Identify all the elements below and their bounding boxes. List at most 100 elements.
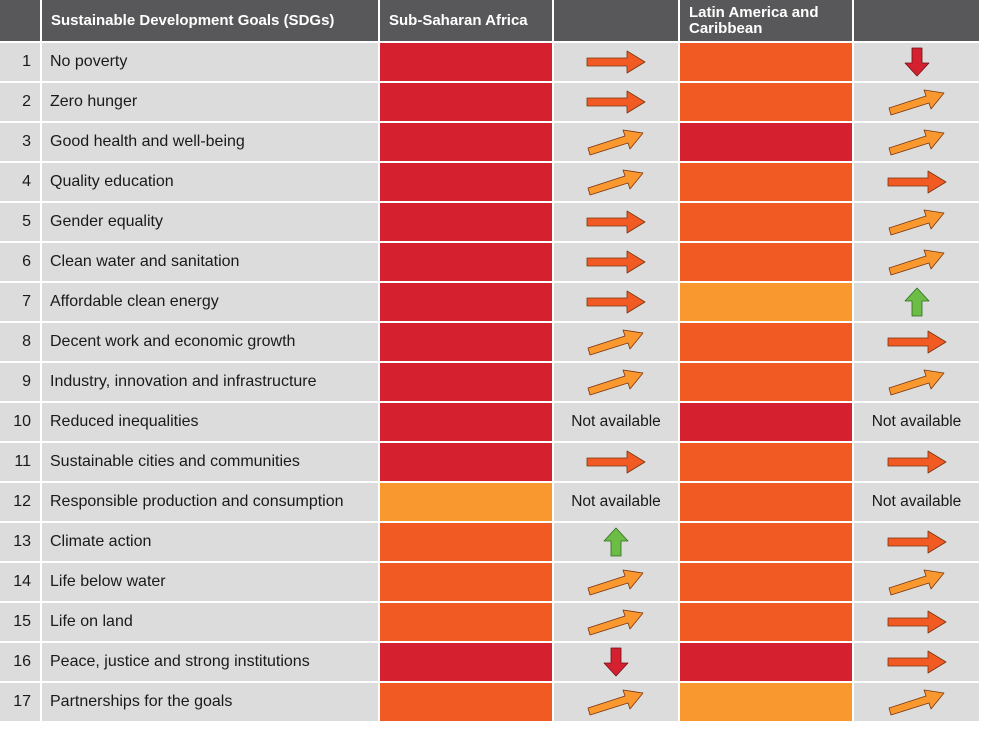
arrow-up-right-icon <box>888 689 944 716</box>
ssa-trend-cell <box>554 283 680 323</box>
ssa-trend-cell <box>554 203 680 243</box>
lac-trend-cell <box>854 523 981 563</box>
table-row: 2 Zero hunger <box>0 83 981 123</box>
ssa-status-cell <box>380 323 554 363</box>
ssa-trend-cell <box>554 363 680 403</box>
ssa-status-cell <box>380 363 554 403</box>
lac-trend-cell <box>854 643 981 683</box>
goal-number: 4 <box>0 163 42 203</box>
arrow-right-icon <box>586 250 646 274</box>
arrow-right-icon <box>887 330 946 354</box>
lac-status-cell <box>680 403 854 443</box>
ssa-trend-cell <box>554 563 680 603</box>
header-ssa: Sub-Saharan Africa <box>380 0 554 43</box>
ssa-trend-cell <box>554 443 680 483</box>
arrow-up-right-icon <box>587 369 644 396</box>
goal-number: 2 <box>0 83 42 123</box>
arrow-up-right-icon <box>888 249 944 276</box>
goal-number: 12 <box>0 483 42 523</box>
goal-name: Quality education <box>42 163 380 203</box>
table-row: 10 Reduced inequalities Not available Not a… <box>0 403 981 443</box>
ssa-status-cell <box>380 483 554 523</box>
header-lac-trend <box>854 0 981 43</box>
goal-name: Responsible production and consumption <box>42 483 380 523</box>
table-row: 14 Life below water <box>0 563 981 603</box>
lac-status-cell <box>680 163 854 203</box>
arrow-up-right-icon <box>587 169 644 196</box>
goal-number: 3 <box>0 123 42 163</box>
arrow-up-right-icon <box>587 329 644 356</box>
lac-status-cell <box>680 83 854 123</box>
goal-number: 11 <box>0 443 42 483</box>
arrow-up-right-icon <box>888 209 944 236</box>
ssa-trend-cell <box>554 643 680 683</box>
lac-status-cell <box>680 483 854 523</box>
goal-name: Reduced inequalities <box>42 403 380 443</box>
arrow-up-right-icon <box>587 569 644 596</box>
goal-number: 5 <box>0 203 42 243</box>
lac-trend-cell <box>854 43 981 83</box>
arrow-right-icon <box>887 530 946 554</box>
arrow-up-right-icon <box>587 689 644 716</box>
ssa-status-cell <box>380 403 554 443</box>
table-row: 6 Clean water and sanitation <box>0 243 981 283</box>
arrow-up-right-icon <box>888 89 944 116</box>
goal-name: Life on land <box>42 603 380 643</box>
ssa-trend-cell <box>554 683 680 723</box>
arrow-right-icon <box>586 50 646 74</box>
lac-trend-cell <box>854 243 981 283</box>
lac-trend-cell: Not available <box>854 403 981 443</box>
ssa-trend-cell <box>554 163 680 203</box>
lac-trend-cell: Not available <box>854 483 981 523</box>
goal-name: Gender equality <box>42 203 380 243</box>
ssa-trend-cell <box>554 243 680 283</box>
goal-number: 16 <box>0 643 42 683</box>
goal-number: 10 <box>0 403 42 443</box>
lac-trend-cell <box>854 283 981 323</box>
table-row: 13 Climate action <box>0 523 981 563</box>
ssa-trend-cell <box>554 83 680 123</box>
lac-trend-cell <box>854 443 981 483</box>
goal-name: Partnerships for the goals <box>42 683 380 723</box>
ssa-status-cell <box>380 123 554 163</box>
goal-number: 13 <box>0 523 42 563</box>
header-num <box>0 0 42 43</box>
lac-status-cell <box>680 363 854 403</box>
arrow-right-icon <box>586 450 646 474</box>
goal-name: Life below water <box>42 563 380 603</box>
goal-number: 17 <box>0 683 42 723</box>
lac-status-cell <box>680 123 854 163</box>
arrow-up-right-icon <box>888 369 944 396</box>
arrow-down-icon <box>904 47 929 77</box>
table-row: 1 No poverty <box>0 43 981 83</box>
arrow-up-right-icon <box>587 129 644 156</box>
goal-number: 7 <box>0 283 42 323</box>
lac-status-cell <box>680 683 854 723</box>
table-row: 4 Quality education <box>0 163 981 203</box>
ssa-status-cell <box>380 43 554 83</box>
lac-trend-cell <box>854 123 981 163</box>
ssa-trend-cell: Not available <box>554 483 680 523</box>
goal-name: Clean water and sanitation <box>42 243 380 283</box>
lac-trend-cell <box>854 83 981 123</box>
goal-name: Climate action <box>42 523 380 563</box>
goal-name: Good health and well-being <box>42 123 380 163</box>
table-row: 11 Sustainable cities and communities <box>0 443 981 483</box>
table-row: 8 Decent work and economic growth <box>0 323 981 363</box>
goal-number: 14 <box>0 563 42 603</box>
goal-name: Peace, justice and strong institutions <box>42 643 380 683</box>
ssa-status-cell <box>380 243 554 283</box>
lac-status-cell <box>680 323 854 363</box>
ssa-trend-cell <box>554 603 680 643</box>
lac-status-cell <box>680 563 854 603</box>
lac-status-cell <box>680 443 854 483</box>
arrow-right-icon <box>586 210 646 234</box>
lac-trend-cell <box>854 603 981 643</box>
table-row: 16 Peace, justice and strong institutions <box>0 643 981 683</box>
not-available-label: Not available <box>571 413 661 430</box>
lac-status-cell <box>680 643 854 683</box>
goal-name: Sustainable cities and communities <box>42 443 380 483</box>
ssa-status-cell <box>380 683 554 723</box>
ssa-status-cell <box>380 163 554 203</box>
arrow-right-icon <box>586 90 646 114</box>
